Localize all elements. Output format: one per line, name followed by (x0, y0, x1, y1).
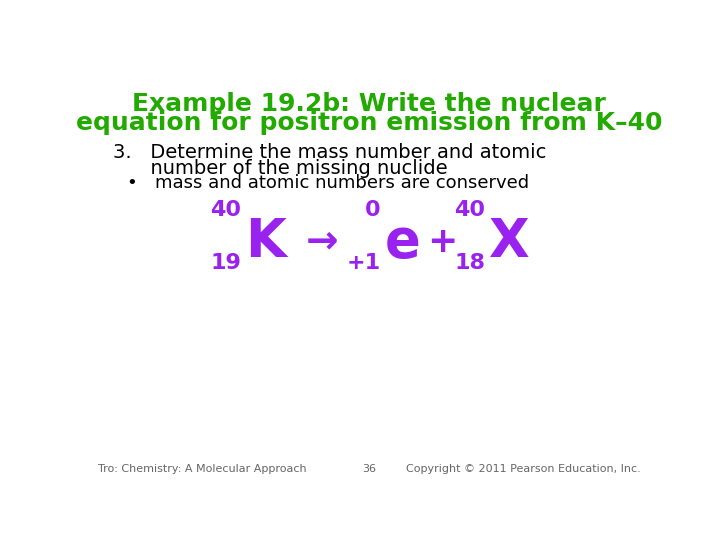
Text: e: e (384, 216, 420, 268)
Text: number of the missing nuclide: number of the missing nuclide (113, 159, 448, 178)
Text: Copyright © 2011 Pearson Education, Inc.: Copyright © 2011 Pearson Education, Inc. (405, 464, 640, 475)
Text: +1: +1 (346, 253, 381, 273)
Text: 19: 19 (210, 253, 241, 273)
Text: 40: 40 (454, 200, 485, 220)
Text: X: X (489, 216, 530, 268)
Text: →: → (306, 223, 339, 261)
Text: +: + (428, 225, 458, 259)
Text: •   mass and atomic numbers are conserved: • mass and atomic numbers are conserved (127, 174, 529, 192)
Text: 3.   Determine the mass number and atomic: 3. Determine the mass number and atomic (113, 143, 546, 163)
Text: equation for positron emission from K–40: equation for positron emission from K–40 (76, 111, 662, 135)
Text: 40: 40 (210, 200, 241, 220)
Text: 0: 0 (365, 200, 381, 220)
Text: Example 19.2b: Write the nuclear: Example 19.2b: Write the nuclear (132, 92, 606, 116)
Text: 18: 18 (454, 253, 485, 273)
Text: K: K (245, 216, 286, 268)
Text: Tro: Chemistry: A Molecular Approach: Tro: Chemistry: A Molecular Approach (98, 464, 307, 475)
Text: 36: 36 (362, 464, 376, 475)
